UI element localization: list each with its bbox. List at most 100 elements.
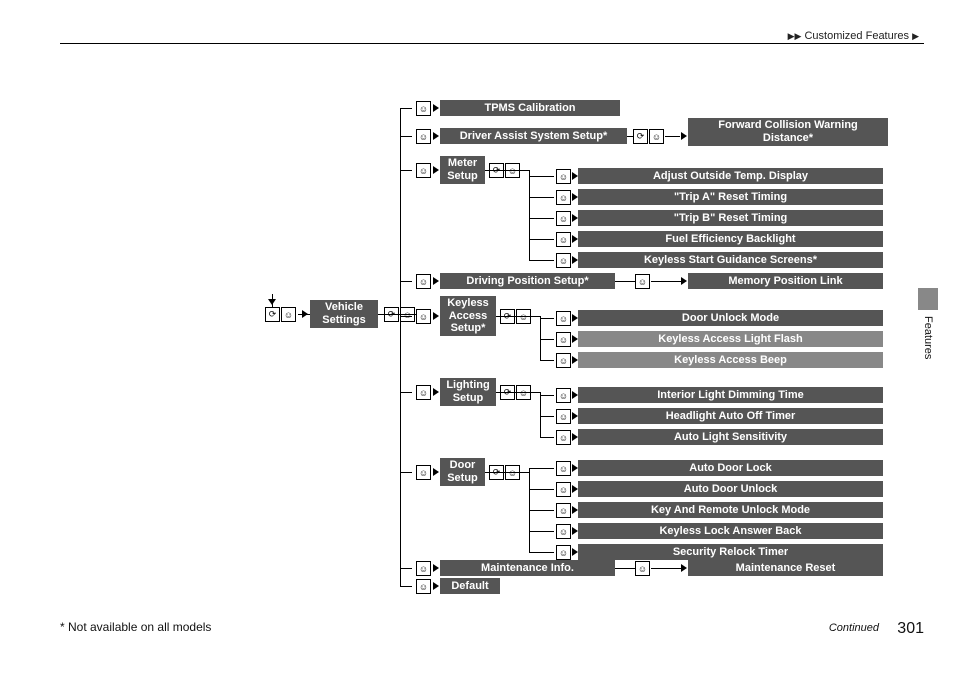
arrow-icon <box>572 235 578 243</box>
select-icon: ☺ <box>556 253 571 268</box>
arrow-icon <box>681 132 687 140</box>
connector <box>540 339 554 340</box>
connector <box>400 316 412 317</box>
arrow-icon <box>572 172 578 180</box>
connector <box>496 316 540 317</box>
connector <box>378 314 400 315</box>
connector <box>400 392 412 393</box>
level3-node: Auto Door Unlock <box>578 481 883 497</box>
connector <box>615 281 635 282</box>
level3-node: "Trip A" Reset Timing <box>578 189 883 205</box>
level3-node: Key And Remote Unlock Mode <box>578 502 883 518</box>
select-icon: ☺ <box>416 163 431 178</box>
connector <box>400 108 412 109</box>
footnote: * Not available on all models <box>60 620 211 634</box>
level2-node: Driving Position Setup* <box>440 273 615 289</box>
level3-node: "Trip B" Reset Timing <box>578 210 883 226</box>
header-breadcrumb: ▶▶ Customized Features ▶ <box>60 30 924 44</box>
level3-node: Keyless Lock Answer Back <box>578 523 883 539</box>
level2-node: Meter Setup <box>440 156 485 184</box>
arrow-down-icon <box>268 299 276 305</box>
select-icon: ☺ <box>556 211 571 226</box>
connector <box>485 472 529 473</box>
level2-node: Default <box>440 578 500 594</box>
root-node: Vehicle Settings <box>310 300 378 328</box>
arrow-icon <box>681 277 687 285</box>
select-icon: ☺ <box>649 129 664 144</box>
level3-node: Headlight Auto Off Timer <box>578 408 883 424</box>
connector <box>615 568 635 569</box>
level2-node: Maintenance Info. <box>440 560 615 576</box>
connector <box>298 314 310 315</box>
arrow-icon <box>433 312 439 320</box>
arrow-icon <box>433 104 439 112</box>
connector <box>651 568 681 569</box>
connector <box>400 586 412 587</box>
arrow-icon <box>433 468 439 476</box>
connector <box>540 318 554 319</box>
connector <box>400 281 412 282</box>
select-icon: ☺ <box>556 311 571 326</box>
level3-node: Keyless Access Light Flash <box>578 331 883 347</box>
select-icon: ☺ <box>556 461 571 476</box>
connector <box>529 197 554 198</box>
select-icon: ☺ <box>556 503 571 518</box>
level3-node: Adjust Outside Temp. Display <box>578 168 883 184</box>
side-tab <box>918 288 938 310</box>
level3-node: Auto Door Lock <box>578 460 883 476</box>
arrow-icon: ▶ <box>912 31 919 42</box>
arrow-icon <box>433 388 439 396</box>
connector <box>665 136 680 137</box>
connector <box>627 136 633 137</box>
arrow-icon <box>572 214 578 222</box>
continued-label: Continued <box>829 622 879 634</box>
dial-icon: ⟳ <box>265 307 280 322</box>
select-icon: ☺ <box>281 307 296 322</box>
arrow-icon <box>433 166 439 174</box>
level2-node: TPMS Calibration <box>440 100 620 116</box>
level2-node: Driver Assist System Setup* <box>440 128 627 144</box>
select-icon: ☺ <box>416 274 431 289</box>
arrow-icon <box>572 335 578 343</box>
level3-node: Door Unlock Mode <box>578 310 883 326</box>
select-icon: ☺ <box>416 309 431 324</box>
connector <box>529 531 554 532</box>
arrow-icon <box>433 582 439 590</box>
level3-node: Interior Light Dimming Time <box>578 387 883 403</box>
side-tab-label: Features <box>922 316 934 359</box>
connector <box>540 392 541 437</box>
select-icon: ☺ <box>416 465 431 480</box>
connector <box>540 316 541 360</box>
select-icon: ☺ <box>416 561 431 576</box>
select-icon: ☺ <box>635 274 650 289</box>
select-icon: ☺ <box>416 101 431 116</box>
select-icon: ☺ <box>556 169 571 184</box>
breadcrumb-text: Customized Features <box>804 30 909 42</box>
arrow-icon <box>572 391 578 399</box>
arrow-icon <box>433 132 439 140</box>
select-icon: ☺ <box>416 129 431 144</box>
connector <box>529 468 554 469</box>
arrow-icon <box>572 256 578 264</box>
select-icon: ☺ <box>556 388 571 403</box>
select-icon: ☺ <box>556 232 571 247</box>
connector <box>400 568 412 569</box>
connector <box>540 360 554 361</box>
select-icon: ☺ <box>556 524 571 539</box>
arrow-icon <box>572 527 578 535</box>
connector <box>529 239 554 240</box>
select-icon: ☺ <box>416 579 431 594</box>
level3-node: Memory Position Link <box>688 273 883 289</box>
connector <box>540 395 554 396</box>
level3-node: Fuel Efficiency Backlight <box>578 231 883 247</box>
level3-node: Security Relock Timer <box>578 544 883 560</box>
page-number: 301 <box>897 620 924 638</box>
select-icon: ☺ <box>556 545 571 560</box>
arrow-icon <box>681 564 687 572</box>
connector <box>400 170 412 171</box>
level2-node: Door Setup <box>440 458 485 486</box>
level2-node: Lighting Setup <box>440 378 496 406</box>
connector <box>651 281 681 282</box>
level2-node: Keyless Access Setup* <box>440 296 496 336</box>
level3-node: Forward Collision Warning Distance* <box>688 118 888 146</box>
